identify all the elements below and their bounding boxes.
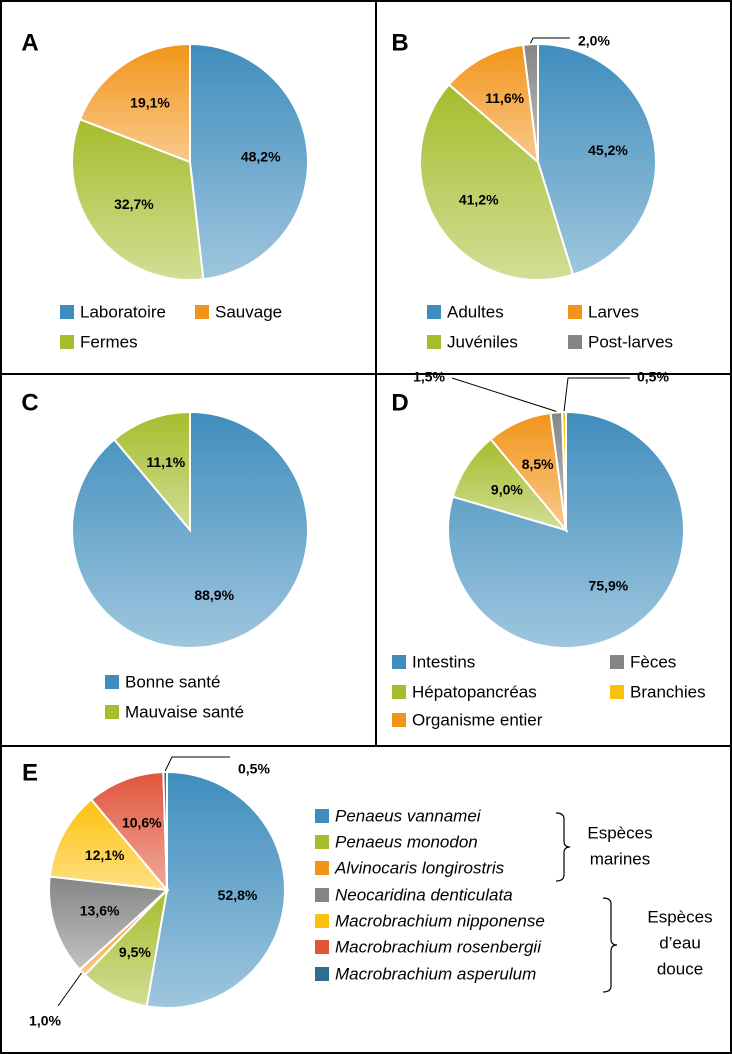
legend-swatch bbox=[568, 335, 582, 349]
value-label: 8,5% bbox=[522, 456, 554, 472]
panel-label: D bbox=[391, 389, 408, 416]
pie-slice bbox=[447, 43, 540, 165]
value-label: 88,9% bbox=[194, 587, 234, 603]
pie-slice bbox=[78, 42, 191, 164]
legend-swatch bbox=[568, 305, 582, 319]
legend-swatch bbox=[392, 685, 406, 699]
legend-swatch bbox=[427, 305, 441, 319]
value-label: 41,2% bbox=[459, 191, 499, 207]
pie-slice bbox=[162, 770, 168, 891]
pie-slice bbox=[48, 875, 170, 971]
group-label: Espèces bbox=[587, 823, 652, 842]
pie-slice bbox=[419, 83, 575, 281]
value-label: 52,8% bbox=[218, 887, 258, 903]
group-label: d’eau bbox=[659, 933, 701, 952]
value-label: 2,0% bbox=[578, 33, 610, 49]
legend-label: Hépatopancréas bbox=[412, 682, 537, 701]
legend-label: Organisme entier bbox=[412, 710, 543, 729]
legend-swatch bbox=[392, 713, 406, 727]
legend-swatch bbox=[315, 967, 329, 981]
legend-label: Juvéniles bbox=[447, 332, 518, 351]
legend-label: Penaeus monodon bbox=[335, 832, 478, 851]
legend-label: Laboratoire bbox=[80, 302, 166, 321]
pie-slice bbox=[561, 410, 567, 531]
value-label: 0,5% bbox=[637, 369, 669, 385]
legend-label: Bonne santé bbox=[125, 672, 220, 691]
legend-swatch bbox=[105, 675, 119, 689]
legend-label: Alvinocaris longirostris bbox=[334, 858, 505, 877]
group-label: Espèces bbox=[647, 907, 712, 926]
pie-slice bbox=[189, 42, 309, 281]
pie-slice bbox=[112, 410, 191, 533]
panel-label: A bbox=[21, 29, 38, 56]
leader-line bbox=[530, 37, 570, 44]
value-label: 11,1% bbox=[146, 454, 185, 470]
leader-line bbox=[563, 377, 630, 412]
leader-line bbox=[57, 972, 83, 1007]
legend-label: Post-larves bbox=[588, 332, 673, 351]
legend-label: Adultes bbox=[447, 302, 504, 321]
value-label: 48,2% bbox=[241, 149, 281, 165]
pie-slice bbox=[145, 770, 286, 1009]
legend-label: Mauvaise santé bbox=[125, 702, 244, 721]
legend-swatch bbox=[315, 861, 329, 875]
legend-swatch bbox=[315, 940, 329, 954]
bracket bbox=[555, 812, 571, 882]
legend-label: Macrobrachium asperulum bbox=[335, 964, 536, 983]
value-label: 1,0% bbox=[29, 1013, 61, 1029]
legend-swatch bbox=[105, 705, 119, 719]
pie-slice bbox=[537, 42, 657, 276]
legend-label: Sauvage bbox=[215, 302, 282, 321]
pie-slice bbox=[447, 410, 685, 649]
group-label: marines bbox=[590, 849, 650, 868]
panel-label: C bbox=[21, 389, 38, 416]
pie-slice bbox=[522, 42, 539, 163]
legend-swatch bbox=[392, 655, 406, 669]
legend-swatch bbox=[60, 335, 74, 349]
legend-label: Neocaridina denticulata bbox=[335, 885, 513, 904]
group-label: douce bbox=[657, 959, 703, 978]
legend-swatch bbox=[60, 305, 74, 319]
value-label: 1,5% bbox=[413, 369, 445, 385]
value-label: 75,9% bbox=[589, 577, 629, 593]
value-label: 10,6% bbox=[122, 815, 162, 831]
legend-swatch bbox=[315, 809, 329, 823]
legend-swatch bbox=[315, 835, 329, 849]
value-label: 9,0% bbox=[491, 482, 523, 498]
legend-label: Fermes bbox=[80, 332, 138, 351]
value-label: 11,6% bbox=[485, 90, 524, 106]
legend-swatch bbox=[315, 914, 329, 928]
leader-line bbox=[451, 377, 557, 412]
value-label: 45,2% bbox=[588, 142, 628, 158]
value-label: 19,1% bbox=[130, 94, 170, 110]
value-label: 9,5% bbox=[119, 944, 151, 960]
value-label: 0,5% bbox=[238, 761, 270, 777]
legend-label: Fèces bbox=[630, 652, 676, 671]
legend-label: Penaeus vannamei bbox=[335, 806, 482, 825]
leader-line bbox=[164, 756, 230, 772]
legend-swatch bbox=[195, 305, 209, 319]
bracket bbox=[602, 897, 618, 993]
pie-slice bbox=[89, 771, 169, 893]
pie-slice bbox=[48, 798, 170, 892]
panel-label: E bbox=[22, 759, 38, 786]
value-label: 32,7% bbox=[114, 196, 154, 212]
pie-slice bbox=[71, 117, 205, 281]
legend-label: Intestins bbox=[412, 652, 475, 671]
legend-swatch bbox=[315, 888, 329, 902]
legend-label: Macrobrachium nipponense bbox=[335, 911, 545, 930]
legend-swatch bbox=[427, 335, 441, 349]
legend-swatch bbox=[610, 655, 624, 669]
legend-label: Larves bbox=[588, 302, 639, 321]
value-label: 12,1% bbox=[85, 847, 125, 863]
value-label: 13,6% bbox=[80, 902, 120, 918]
legend-swatch bbox=[610, 685, 624, 699]
panel-label: B bbox=[391, 29, 408, 56]
legend-label: Branchies bbox=[630, 682, 706, 701]
legend-label: Macrobrachium rosenbergii bbox=[335, 937, 542, 956]
